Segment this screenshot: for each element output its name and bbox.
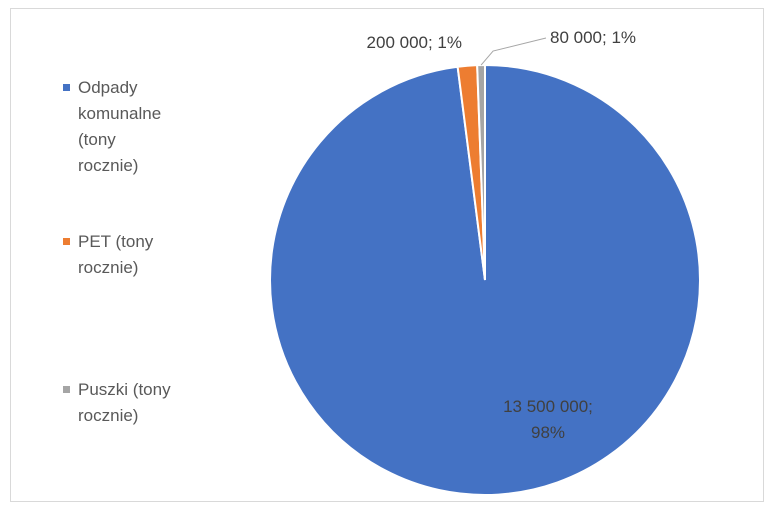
legend-swatch-2 xyxy=(63,238,70,245)
data-label-1-value: 13 500 000; xyxy=(503,397,593,416)
leader-line-3 xyxy=(480,37,547,66)
legend-label-2-line-2: rocznie) xyxy=(78,258,138,277)
pie-slice-3 xyxy=(476,63,486,281)
pie-slices xyxy=(269,63,701,496)
legend-label-1-line-2: komunalne xyxy=(78,104,161,123)
legend-label-1-line-4: rocznie) xyxy=(78,156,138,175)
data-label-3: 80 000; 1% xyxy=(550,28,636,47)
legend-label-2-line-1: PET (tony xyxy=(78,232,154,251)
data-label-1-percent: 98% xyxy=(531,423,565,442)
legend-label-1-line-3: (tony xyxy=(78,130,116,149)
data-labels: 13 500 000; 98% 200 000; 1% 80 000; 1% xyxy=(367,28,636,442)
data-label-2: 200 000; 1% xyxy=(367,33,462,52)
legend-label-1-line-1: Odpady xyxy=(78,78,138,97)
legend-swatch-3 xyxy=(63,386,70,393)
legend: Odpady komunalne (tony rocznie) PET (tony roc… xyxy=(63,78,171,425)
legend-label-3-line-2: rocznie) xyxy=(78,406,138,425)
legend-swatch-1 xyxy=(63,84,70,91)
leader-lines xyxy=(480,37,547,66)
legend-label-3-line-1: Puszki (tony xyxy=(78,380,171,399)
